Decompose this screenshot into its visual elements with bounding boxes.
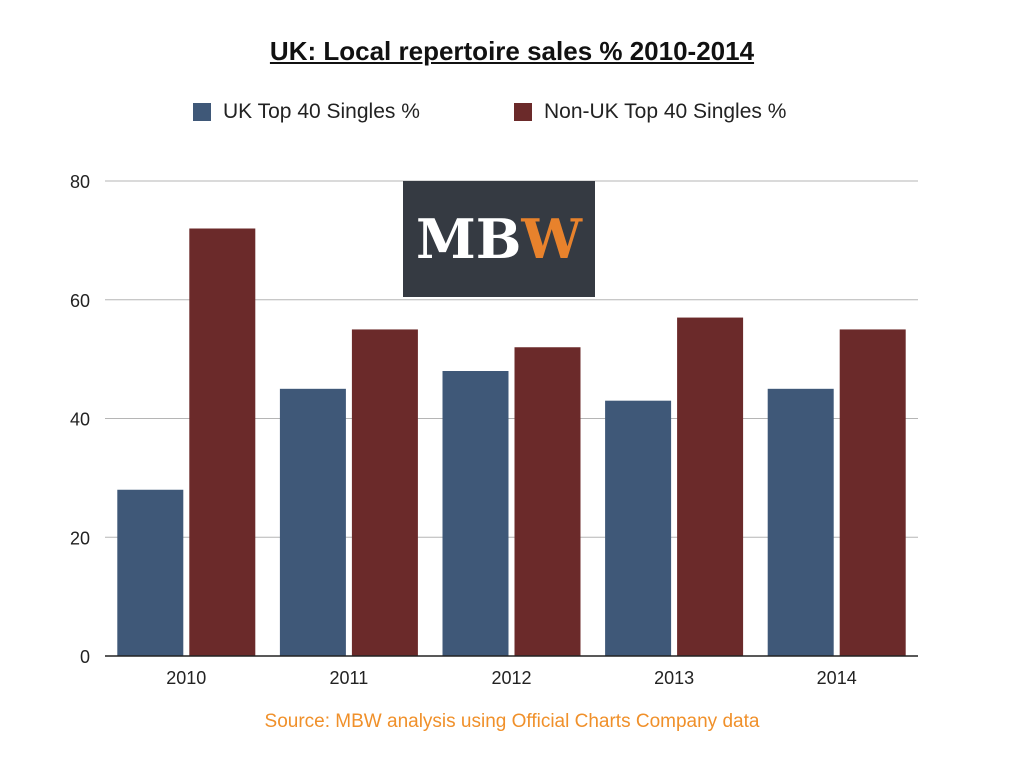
logo-background [403, 181, 595, 297]
y-tick-label: 40 [70, 410, 90, 430]
mbw-logo: MBW [403, 181, 595, 297]
legend-swatch-uk [193, 103, 211, 121]
bar-uk-2014 [767, 388, 834, 656]
chart-title: UK: Local repertoire sales % 2010-2014 [269, 36, 755, 66]
source-note: Source: MBW analysis using Official Char… [264, 711, 760, 732]
logo-text: MBW [416, 207, 583, 271]
bar-non-uk-2012 [514, 347, 581, 656]
bar-uk-2010 [117, 489, 184, 656]
bar-non-uk-2010 [189, 228, 256, 656]
legend-label-uk: UK Top 40 Singles % [223, 100, 420, 123]
bar-non-uk-2011 [351, 329, 418, 656]
legend-label-non-uk: Non-UK Top 40 Singles % [544, 100, 787, 123]
x-tick-label: 2013 [654, 668, 694, 688]
x-tick-label: 2014 [817, 668, 857, 688]
y-tick-label: 20 [70, 528, 90, 548]
bar-uk-2013 [605, 400, 672, 656]
x-tick-label: 2010 [166, 668, 206, 688]
y-tick-label: 0 [80, 647, 90, 667]
bar-non-uk-2013 [677, 317, 744, 656]
bar-non-uk-2014 [839, 329, 906, 656]
bar-uk-2012 [442, 371, 509, 656]
legend-swatch-non-uk [514, 103, 532, 121]
x-tick-label: 2012 [491, 668, 531, 688]
legend-item-uk: UK Top 40 Singles % [193, 100, 420, 124]
bar-uk-2011 [279, 388, 346, 656]
y-tick-label: 80 [70, 172, 90, 192]
y-tick-label: 60 [70, 291, 90, 311]
chart-legend: UK Top 40 Singles % Non-UK Top 40 Single… [0, 100, 1024, 130]
legend-item-non-uk: Non-UK Top 40 Singles % [514, 100, 786, 124]
x-tick-label: 2011 [330, 668, 369, 688]
